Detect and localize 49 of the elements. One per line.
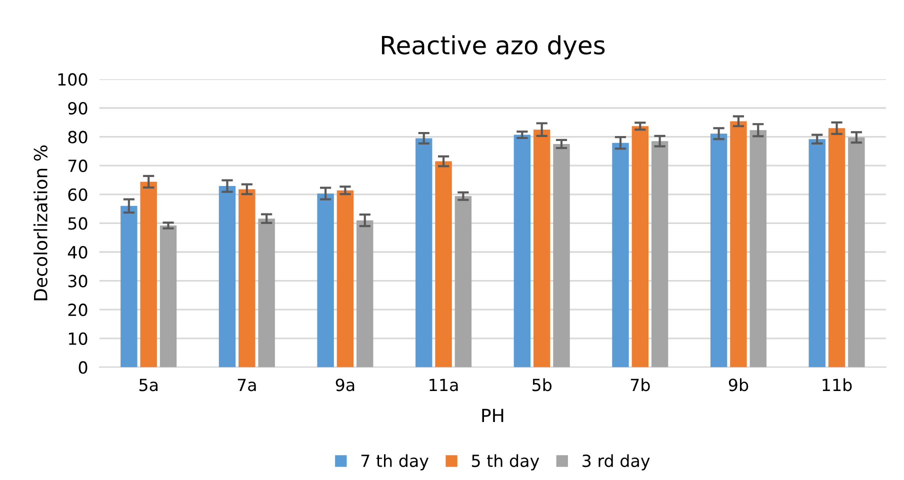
y-axis-title: Decolorlization % bbox=[33, 145, 48, 300]
x-tick-label: 7b bbox=[630, 378, 650, 392]
x-axis-title: PH bbox=[482, 408, 504, 422]
bar bbox=[632, 126, 648, 368]
bar bbox=[336, 190, 354, 368]
bar bbox=[238, 189, 256, 368]
y-tick-label: 70 bbox=[68, 160, 88, 172]
bar bbox=[848, 137, 865, 368]
y-tick-label: 0 bbox=[78, 361, 88, 374]
x-tick-label: 5a bbox=[139, 378, 158, 392]
bar bbox=[218, 186, 236, 368]
y-tick-label: 10 bbox=[68, 332, 88, 345]
y-tick-label: 90 bbox=[68, 102, 88, 115]
x-tick-label: 9b bbox=[728, 378, 748, 392]
bar bbox=[454, 196, 472, 368]
bar bbox=[160, 226, 177, 368]
bar bbox=[258, 218, 275, 368]
y-tick-label: 60 bbox=[68, 188, 88, 201]
bar bbox=[514, 134, 531, 368]
chart-title: Reactive azo dyes bbox=[382, 35, 605, 60]
y-tick-label: 30 bbox=[68, 274, 88, 288]
legend-label: 3 rd day bbox=[582, 454, 650, 470]
y-tick-label: 40 bbox=[68, 246, 88, 259]
x-tick-label: 11b bbox=[822, 378, 852, 392]
bar bbox=[140, 182, 157, 368]
y-tick-label: 100 bbox=[58, 73, 88, 86]
legend-label: 7 th day bbox=[361, 454, 429, 470]
bar bbox=[435, 161, 452, 368]
y-tick-label: 50 bbox=[68, 217, 88, 230]
bar bbox=[317, 194, 334, 368]
x-tick-label: 9a bbox=[336, 378, 354, 392]
bar bbox=[750, 130, 766, 368]
bar bbox=[416, 138, 432, 368]
x-tick-label: 5b bbox=[532, 378, 552, 392]
bar bbox=[356, 220, 374, 368]
bar bbox=[730, 121, 747, 368]
bar bbox=[120, 206, 138, 368]
legend-label: 5 th day bbox=[472, 454, 540, 470]
bar bbox=[612, 142, 629, 368]
x-tick-label: 11a bbox=[430, 378, 458, 392]
y-tick-label: 20 bbox=[68, 304, 88, 316]
bar bbox=[828, 128, 846, 368]
bar bbox=[808, 139, 826, 368]
bar bbox=[553, 144, 570, 368]
y-tick-label: 80 bbox=[68, 130, 88, 144]
x-tick-label: 7a bbox=[238, 378, 256, 392]
bar bbox=[651, 141, 668, 368]
bar bbox=[710, 134, 728, 368]
bar bbox=[533, 130, 550, 368]
